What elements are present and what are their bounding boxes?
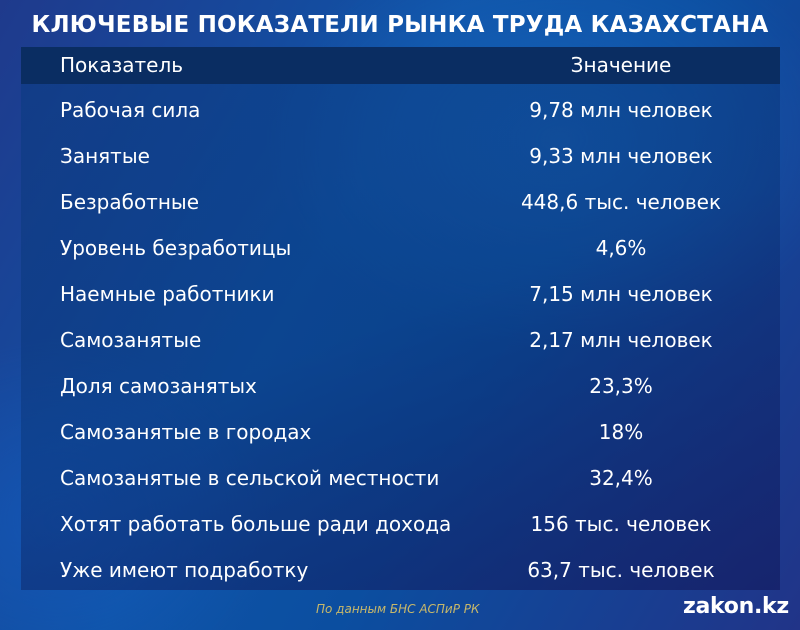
table-row: Наемные работники 7,15 млн человек (21, 271, 780, 317)
table-row: Уже имеют подработку 63,7 тыс. человек (21, 547, 780, 593)
indicator-label: Самозанятые в городах (60, 420, 312, 444)
indicator-value: 2,17 млн человек (529, 328, 713, 352)
indicator-value: 9,33 млн человек (529, 144, 713, 168)
table-row: Рабочая сила 9,78 млн человек (21, 87, 780, 133)
column-header-value: Значение (570, 53, 672, 77)
table-row: Уровень безработицы 4,6% (21, 225, 780, 271)
indicator-label: Доля самозанятых (60, 374, 257, 398)
indicator-label: Уже имеют подработку (60, 558, 309, 582)
indicator-value: 32,4% (589, 466, 653, 490)
source-note: По данным БНС АСПиР РК (316, 602, 480, 616)
indicator-label: Занятые (60, 144, 150, 168)
indicator-value: 7,15 млн человек (529, 282, 713, 306)
indicator-value: 63,7 тыс. человек (527, 558, 715, 582)
table-header: Показатель Значение (21, 47, 780, 84)
table-row: Хотят работать больше ради дохода 156 ты… (21, 501, 780, 547)
indicator-label: Самозанятые (60, 328, 202, 352)
indicator-value: 156 тыс. человек (530, 512, 712, 536)
indicator-value: 4,6% (595, 236, 647, 260)
zakon-logo: zakon.kz (683, 594, 789, 619)
page-title: КЛЮЧЕВЫЕ ПОКАЗАТЕЛИ РЫНКА ТРУДА КАЗАХСТА… (31, 12, 769, 38)
table-row: Самозанятые 2,17 млн человек (21, 317, 780, 363)
table-row: Доля самозанятых 23,3% (21, 363, 780, 409)
indicator-value: 18% (598, 420, 644, 444)
indicator-value: 448,6 тыс. человек (520, 190, 722, 214)
indicator-value: 9,78 млн человек (529, 98, 713, 122)
indicator-label: Уровень безработицы (60, 236, 292, 260)
indicator-label: Наемные работники (60, 282, 275, 306)
column-header-indicator: Показатель (60, 53, 184, 77)
indicator-label: Безработные (60, 190, 200, 214)
indicator-label: Хотят работать больше ради дохода (60, 512, 452, 536)
indicator-label: Самозанятые в сельской местности (60, 466, 440, 490)
indicator-value: 23,3% (589, 374, 653, 398)
table-row: Самозанятые в сельской местности 32,4% (21, 455, 780, 501)
table-row: Занятые 9,33 млн человек (21, 133, 780, 179)
table-row: Безработные 448,6 тыс. человек (21, 179, 780, 225)
indicator-label: Рабочая сила (60, 98, 201, 122)
indicators-table: Показатель Значение Рабочая сила 9,78 мл… (21, 47, 780, 590)
table-row: Самозанятые в городах 18% (21, 409, 780, 455)
